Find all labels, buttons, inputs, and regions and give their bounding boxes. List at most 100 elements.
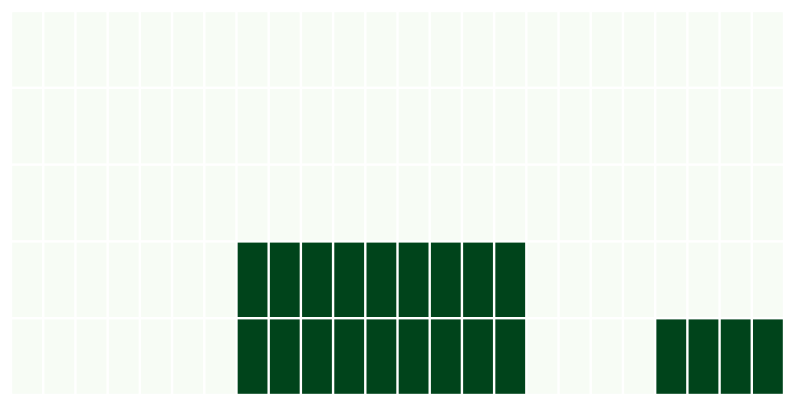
heatmap-cell-r3-c12 xyxy=(398,242,429,317)
heatmap-cell-r4-c6 xyxy=(205,319,236,394)
heatmap-cell-r2-c4 xyxy=(141,165,171,241)
heatmap-cell-r1-c18 xyxy=(591,89,622,164)
heatmap-cell-r1-c12 xyxy=(398,89,429,164)
heatmap-cell-r0-c20 xyxy=(656,12,687,87)
heatmap-cell-r1-c7 xyxy=(237,89,268,164)
heatmap-cell-r2-c17 xyxy=(559,165,590,241)
heatmap-cell-r0-c19 xyxy=(624,12,654,87)
heatmap-cell-r3-c4 xyxy=(141,242,171,317)
heatmap-cell-r3-c3 xyxy=(108,242,139,317)
heatmap-cell-r1-c20 xyxy=(656,89,687,164)
heatmap-cell-r0-c18 xyxy=(591,12,622,87)
heatmap-cell-r1-c0 xyxy=(12,89,43,164)
heatmap-cell-r2-c11 xyxy=(366,165,397,241)
heatmap-cell-r3-c9 xyxy=(302,242,332,317)
heatmap-cell-r0-c14 xyxy=(463,12,493,87)
heatmap-cell-r2-c12 xyxy=(398,165,429,241)
heatmap-cell-r4-c21 xyxy=(688,319,719,394)
heatmap-cell-r3-c2 xyxy=(76,242,107,317)
heatmap-cell-r3-c1 xyxy=(44,242,75,317)
heatmap-cell-r3-c8 xyxy=(269,242,300,317)
heatmap-cell-r1-c23 xyxy=(752,89,783,164)
heatmap-cell-r2-c7 xyxy=(237,165,268,241)
heatmap-cell-r1-c22 xyxy=(720,89,751,164)
heatmap-cell-r4-c2 xyxy=(76,319,107,394)
heatmap-cell-r4-c5 xyxy=(173,319,204,394)
heatmap-cell-r1-c10 xyxy=(334,89,365,164)
heatmap-cell-r3-c11 xyxy=(366,242,397,317)
heatmap-cell-r3-c13 xyxy=(430,242,461,317)
heatmap-cell-r1-c19 xyxy=(624,89,654,164)
heatmap-cell-r0-c21 xyxy=(688,12,719,87)
heatmap-cell-r4-c16 xyxy=(527,319,558,394)
heatmap-cell-r4-c14 xyxy=(463,319,493,394)
heatmap-cell-r2-c10 xyxy=(334,165,365,241)
heatmap-cell-r2-c21 xyxy=(688,165,719,241)
heatmap-cell-r1-c8 xyxy=(269,89,300,164)
heatmap-cell-r1-c6 xyxy=(205,89,236,164)
heatmap-cell-r2-c16 xyxy=(527,165,558,241)
heatmap-cell-r3-c19 xyxy=(624,242,654,317)
heatmap-cell-r2-c20 xyxy=(656,165,687,241)
heatmap-cell-r0-c4 xyxy=(141,12,171,87)
heatmap-cell-r4-c19 xyxy=(624,319,654,394)
heatmap-cell-r1-c21 xyxy=(688,89,719,164)
heatmap-cell-r3-c15 xyxy=(495,242,526,317)
heatmap-cell-r4-c17 xyxy=(559,319,590,394)
heatmap-cell-r2-c1 xyxy=(44,165,75,241)
heatmap-cell-r0-c16 xyxy=(527,12,558,87)
heatmap-cell-r2-c5 xyxy=(173,165,204,241)
heatmap-cell-r0-c1 xyxy=(44,12,75,87)
heatmap-cell-r3-c22 xyxy=(720,242,751,317)
heatmap-cell-r1-c15 xyxy=(495,89,526,164)
heatmap-cell-r2-c8 xyxy=(269,165,300,241)
heatmap-cell-r3-c5 xyxy=(173,242,204,317)
heatmap-cell-r0-c3 xyxy=(108,12,139,87)
heatmap-cell-r0-c10 xyxy=(334,12,365,87)
heatmap-cell-r1-c13 xyxy=(430,89,461,164)
heatmap-cell-r4-c22 xyxy=(720,319,751,394)
heatmap-cell-r0-c0 xyxy=(12,12,43,87)
heatmap-cell-r4-c9 xyxy=(302,319,332,394)
heatmap-cell-r2-c15 xyxy=(495,165,526,241)
heatmap-cell-r2-c19 xyxy=(624,165,654,241)
heatmap-cell-r1-c16 xyxy=(527,89,558,164)
heatmap-cell-r0-c15 xyxy=(495,12,526,87)
heatmap-cell-r2-c18 xyxy=(591,165,622,241)
heatmap-cell-r1-c3 xyxy=(108,89,139,164)
heatmap-cell-r1-c14 xyxy=(463,89,493,164)
heatmap-cell-r4-c3 xyxy=(108,319,139,394)
heatmap-cell-r4-c12 xyxy=(398,319,429,394)
heatmap-cell-r0-c22 xyxy=(720,12,751,87)
heatmap-cell-r0-c6 xyxy=(205,12,236,87)
heatmap-cell-r2-c14 xyxy=(463,165,493,241)
heatmap-cell-r2-c22 xyxy=(720,165,751,241)
heatmap-cell-r3-c0 xyxy=(12,242,43,317)
heatmap-cell-r3-c17 xyxy=(559,242,590,317)
heatmap-cell-r2-c9 xyxy=(302,165,332,241)
heatmap-cell-r0-c2 xyxy=(76,12,107,87)
heatmap-cell-r3-c23 xyxy=(752,242,783,317)
heatmap-cell-r1-c17 xyxy=(559,89,590,164)
heatmap-cell-r0-c17 xyxy=(559,12,590,87)
heatmap-cell-r4-c4 xyxy=(141,319,171,394)
heatmap-cell-r1-c1 xyxy=(44,89,75,164)
heatmap-cell-r0-c13 xyxy=(430,12,461,87)
heatmap-cell-r3-c7 xyxy=(237,242,268,317)
heatmap-cell-r3-c10 xyxy=(334,242,365,317)
heatmap-cell-r2-c3 xyxy=(108,165,139,241)
heatmap-cell-r4-c7 xyxy=(237,319,268,394)
heatmap-cell-r4-c10 xyxy=(334,319,365,394)
heatmap-cell-r4-c13 xyxy=(430,319,461,394)
heatmap-cell-r4-c0 xyxy=(12,319,43,394)
heatmap-cell-r0-c8 xyxy=(269,12,300,87)
heatmap-cell-r3-c16 xyxy=(527,242,558,317)
heatmap-cell-r4-c1 xyxy=(44,319,75,394)
heatmap-cell-r1-c2 xyxy=(76,89,107,164)
heatmap-cell-r4-c23 xyxy=(752,319,783,394)
heatmap-cell-r2-c13 xyxy=(430,165,461,241)
heatmap-cell-r0-c5 xyxy=(173,12,204,87)
heatmap-cell-r1-c11 xyxy=(366,89,397,164)
heatmap-cell-r2-c2 xyxy=(76,165,107,241)
